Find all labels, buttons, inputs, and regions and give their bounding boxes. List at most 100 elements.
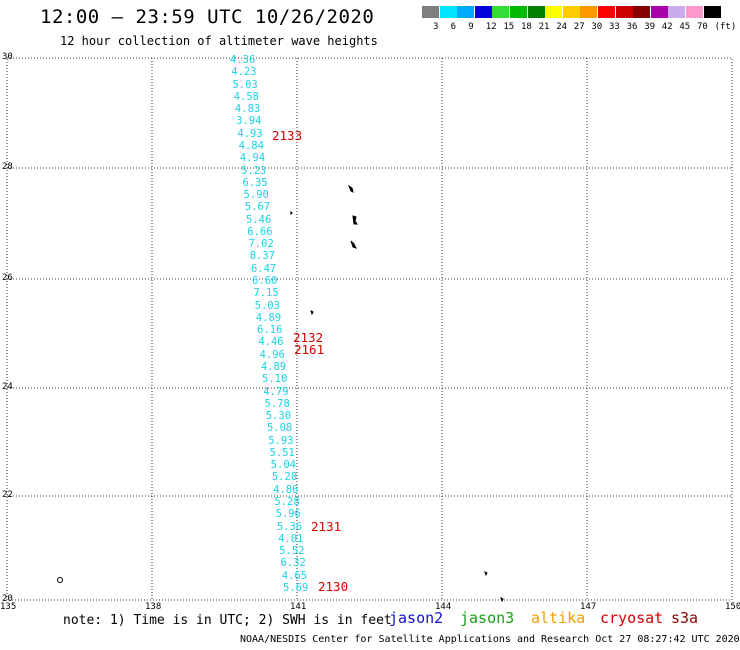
island-shape [484,571,488,577]
island-shape [352,215,358,225]
swh-value: 5.28 [274,496,300,509]
island-shape [350,240,357,249]
legend-label: 42 [661,22,673,32]
legend-swatch [562,6,580,18]
legend-label: 3 [433,22,439,32]
swh-value: 5.08 [266,422,293,435]
legend-label: 45 [679,22,691,32]
swh-value: 8.37 [249,250,276,263]
swh-value: 5.52 [279,545,305,558]
legend-label: 6 [450,22,457,32]
legend-label: 15 [503,22,515,32]
legend-swatch [650,6,668,18]
swh-value: 6.60 [252,275,278,288]
swh-value: 4.86 [273,483,299,496]
legend-label: 36 [626,22,638,32]
legend-swatch [545,6,563,18]
legend-label: (ft) [714,22,737,32]
pass-time-label: 2130 [318,579,349,594]
lon-tick-label: 144 [435,602,452,612]
legend-swatch [510,6,527,18]
legend-swatch [598,6,615,18]
pass-time-label: 2131 [311,519,342,534]
swh-value: 5.51 [269,446,295,459]
island-circle [57,577,63,583]
swh-value: 5.78 [264,397,290,410]
swh-value: 5.46 [246,213,272,226]
lon-tick-label: 150 [725,602,740,612]
lon-tick-label: 135 [0,602,17,612]
swh-value: 4.96 [259,348,285,361]
swh-value: 5.67 [244,201,271,214]
swh-value: 6.47 [250,262,277,275]
legend-swatch [439,6,457,18]
lon-tick-label: 138 [145,602,162,612]
swh-value: 6.66 [247,225,273,238]
legend-swatch [668,6,686,18]
legend-swatch [457,6,475,18]
swh-value: 4.83 [234,103,261,116]
map-title: 12:00 – 23:59 UTC 10/26/2020 [40,6,375,28]
legend-swatch [703,6,721,18]
swh-value: 4.89 [260,360,287,373]
legend-label: 39 [644,22,656,32]
swh-value: 4.89 [255,311,282,324]
map-frame [6,57,733,601]
lat-tick-label: 22 [2,490,13,500]
swh-value: 5.36 [276,520,303,533]
island-shape [500,597,504,603]
map-subtitle: 12 hour collection of altimeter wave hei… [60,34,378,48]
legend-swatch [492,6,510,18]
land-features [57,184,504,603]
lat-tick-label: 24 [2,382,13,392]
swh-value: 4.36 [230,54,256,66]
pass-time-label: 2132 [293,330,324,345]
swh-value: 5.10 [262,373,288,386]
swh-value: 4.93 [237,127,263,140]
legend-label: 70 [697,22,708,32]
legend-swatch [580,6,598,18]
swh-value: 7.15 [253,287,279,300]
swh-value: 5.30 [265,410,292,423]
swh-value: 7.02 [248,238,274,251]
swh-value: 3.94 [236,115,262,128]
legend-label: 24 [556,22,568,32]
swh-value: 4.84 [238,139,264,152]
pass-time-label: 2161 [294,342,325,357]
legend-swatch [422,6,439,18]
pass-time-label: 2133 [272,128,303,143]
swh-value: 6.32 [280,557,306,570]
legend-label: 33 [609,22,620,32]
swh-value: 4.65 [281,569,308,582]
legend-swatch [527,6,545,18]
swh-value: 5.03 [254,299,280,312]
swh-value: 4.23 [231,66,257,79]
swh-value: 5.69 [283,582,309,594]
swh-value: 5.03 [232,78,258,91]
legend-label: 27 [573,22,585,32]
legend-label: 18 [521,22,532,32]
lat-tick-label: 28 [2,162,13,172]
satellite-label: jason3 [460,609,515,627]
swh-value: 5.96 [275,508,301,521]
swh-value: 4.94 [239,152,266,165]
satellite-label: cryosat [600,609,664,627]
swh-value: 4.79 [263,385,289,398]
swh-value: 5.23 [241,164,267,177]
legend-label: 30 [591,22,603,32]
lon-tick-label: 141 [290,602,307,612]
swh-value: 4.46 [258,336,284,349]
island-shape [290,210,293,216]
legend-swatch [633,6,651,18]
swh-value: 5.04 [270,459,296,472]
legend-swatch [615,6,633,18]
swh-value: 5.28 [271,471,298,484]
swh-value: 5.90 [243,189,269,202]
island-shape [310,310,314,316]
note-text: note: 1) Time is in UTC; 2) SWH is in fe… [63,613,392,628]
swh-value: 6.35 [242,176,268,189]
island-shape [347,184,354,193]
legend-label: 9 [468,22,474,32]
credit-line: NOAA/NESDIS Center for Satellite Applica… [240,634,740,645]
